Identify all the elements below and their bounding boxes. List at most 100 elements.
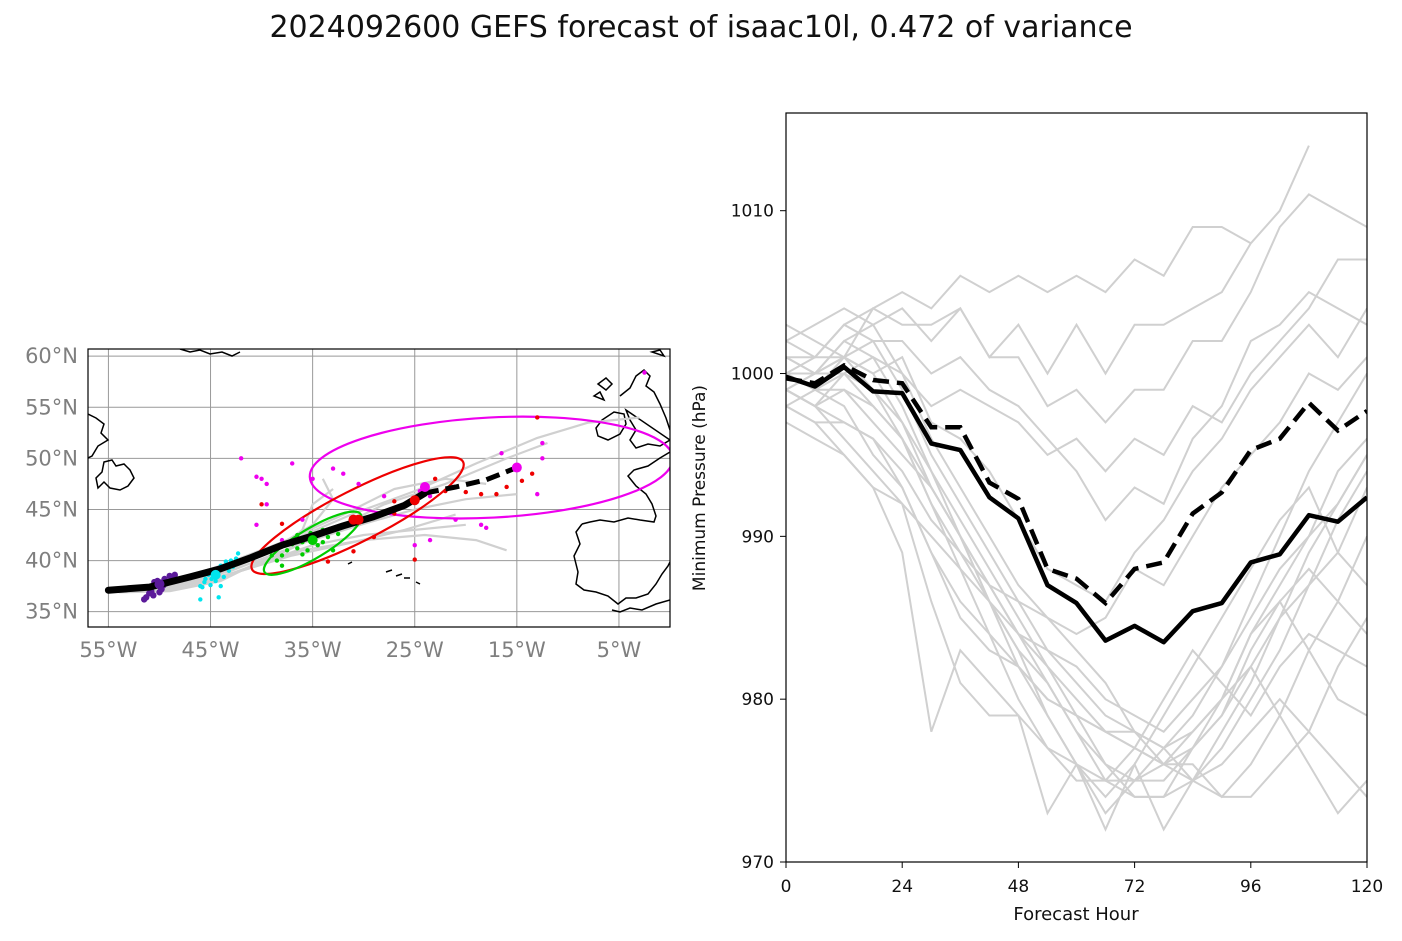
forecast-point-hour72	[269, 553, 274, 558]
forecast-point-hour48	[208, 582, 213, 588]
track-map: 55°W 45°W 35°W 25°W 15°W 5°W 35°N 40°N 45°N 50°N 5…	[25, 344, 671, 662]
forecast-point-hour96	[325, 559, 331, 564]
map-xtick-label: 15°W	[488, 638, 546, 662]
map-grid	[88, 349, 670, 627]
forecast-point-hour120	[356, 481, 361, 487]
greenland-fragment	[179, 349, 241, 357]
forecast-point-hour72	[305, 548, 310, 553]
forecast-point-hour48	[235, 551, 241, 556]
forecast-point-hour96	[504, 484, 509, 490]
forecast-point-hour120	[642, 370, 647, 375]
forecast-point-hour72	[295, 546, 300, 551]
france-coast	[581, 451, 670, 525]
mean-pressure-lines	[786, 362, 1367, 645]
pressure-ytick-label: 990	[742, 527, 774, 547]
forecast-point-hour72	[279, 553, 285, 558]
forecast-point-hour96	[494, 491, 499, 497]
azores-islands	[347, 561, 421, 585]
uncertainty-ellipse-hour96	[250, 456, 465, 576]
member-track	[108, 441, 548, 592]
forecast-centroid	[154, 579, 165, 590]
ireland-coast	[595, 411, 627, 441]
forecast-point-hour72	[284, 548, 290, 553]
forecast-point-hour48	[198, 597, 203, 602]
newfoundland-coast	[88, 413, 135, 491]
map-ytick-label: 35°N	[25, 600, 78, 624]
forecast-point-hour48	[213, 578, 218, 584]
pressure-xlabel: Forecast Hour	[1013, 904, 1139, 925]
forecast-point-hour96	[529, 471, 535, 476]
member-pressure-line	[786, 405, 1367, 798]
forecast-centroid	[307, 535, 318, 546]
forecast-point-hour24	[140, 596, 148, 603]
forecast-point-hour120	[259, 476, 264, 482]
uncertainty-ellipse-hour72	[262, 510, 363, 576]
mean-track-solid	[104, 489, 429, 594]
figure-title: 2024092600 GEFS forecast of isaac10l, 0.…	[269, 10, 1133, 45]
member-pressure-line	[786, 307, 1367, 766]
forecast-point-hour72	[315, 543, 320, 548]
forecast-point-hour72	[325, 534, 331, 540]
pressure-plot: 0 24 48 72 96 120 970 980 990 1000 1010 Forecast H…	[690, 112, 1383, 925]
forecast-point-hour120	[540, 440, 545, 446]
forecast-point-hour24	[150, 592, 157, 599]
forecast-point-hour120	[238, 456, 244, 461]
pressure-ytick-label: 970	[742, 853, 774, 873]
forecast-point-hour48	[218, 583, 223, 589]
map-ytick-label: 55°N	[25, 395, 78, 419]
forecast-point-hour96	[371, 534, 377, 540]
map-xtick-label: 45°W	[182, 638, 240, 662]
forecast-point-hour24	[171, 571, 178, 579]
forecast-point-hour120	[264, 502, 269, 507]
forecast-point-hour120	[330, 466, 336, 471]
forecast-point-hour72	[295, 532, 300, 538]
pressure-ytick-label: 1000	[731, 365, 774, 385]
mean-track	[104, 462, 522, 594]
forecast-point-hour48	[223, 559, 229, 564]
pressure-xtick-label: 96	[1240, 877, 1262, 897]
member-pressure-line	[786, 258, 1367, 473]
forecast-point-hour120	[381, 493, 387, 499]
britain-coast	[619, 369, 670, 449]
forecast-point-hour120	[300, 517, 305, 522]
forecast-point-hour120	[535, 491, 540, 497]
map-ytick-label: 45°N	[25, 497, 78, 521]
forecast-point-hour96	[432, 476, 438, 482]
forecast-point-hour120	[412, 543, 417, 548]
member-pressure-line	[786, 193, 1367, 424]
member-pressure-line	[786, 356, 1367, 636]
pressure-frame	[785, 112, 1368, 863]
forecast-point-hour96	[351, 549, 356, 554]
forecast-point-hour96	[463, 489, 468, 495]
pressure-xtick-label: 72	[1124, 877, 1146, 897]
member-pressure-line	[786, 145, 1310, 376]
forecast-point-hour120	[290, 461, 295, 466]
forecast-point-hour120	[478, 522, 484, 527]
forecast-point-hour120	[499, 451, 504, 456]
pressure-xtick-label: 0	[781, 877, 792, 897]
pressure-xtick-label: 24	[891, 877, 913, 897]
member-pressure-lines	[786, 145, 1367, 832]
map-tick-labels: 55°W 45°W 35°W 25°W 15°W 5°W 35°N 40°N 45°N 50°N 5…	[25, 344, 641, 662]
forecast-point-hour120	[427, 493, 433, 499]
forecast-point-hour120	[310, 476, 315, 482]
member-pressure-line	[786, 323, 1367, 815]
member-pressure-line	[786, 372, 1367, 782]
forecast-point-hour72	[335, 531, 341, 537]
map-xtick-label: 35°W	[284, 638, 342, 662]
member-pressure-line	[786, 356, 1367, 782]
member-track	[108, 416, 640, 592]
uncertainty-ellipses	[250, 415, 670, 576]
member-pressure-line	[786, 226, 1252, 359]
uncertainty-ellipse-hour120	[308, 415, 670, 520]
pressure-xtick-label: 48	[1008, 877, 1030, 897]
forecast-centroid	[210, 569, 221, 580]
forecast-point-hour96	[279, 521, 285, 526]
forecast-centroid	[419, 481, 430, 492]
forecast-point-hour48	[216, 595, 221, 600]
pressure-ytick-label: 980	[742, 690, 774, 710]
forecast-point-hour120	[341, 471, 346, 476]
forecast-point-hour96	[412, 557, 417, 562]
forecast-point-hour120	[484, 525, 489, 531]
forecast-centroid	[353, 514, 364, 525]
